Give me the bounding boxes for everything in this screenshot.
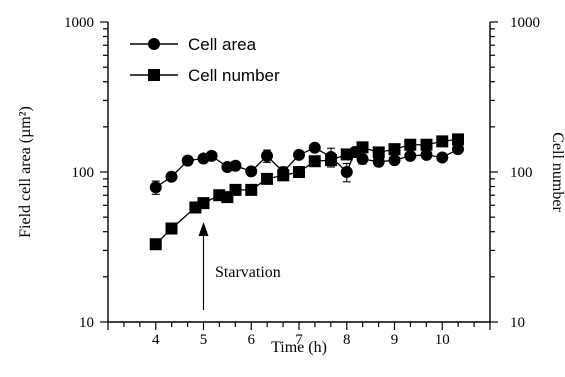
- right-y-tick-label: 100: [510, 165, 533, 181]
- data-point-cell-area: [181, 154, 194, 167]
- data-point-cell-number: [388, 143, 401, 156]
- legend: Cell area Cell number: [130, 35, 280, 85]
- data-point-cell-number: [324, 154, 337, 167]
- starvation-label: Starvation: [215, 264, 281, 281]
- starvation-arrow-head: [198, 222, 209, 236]
- data-point-cell-number: [277, 169, 290, 182]
- data-point-cell-area: [293, 148, 305, 161]
- data-point-cell-area: [165, 170, 178, 183]
- data-point-cell-number: [452, 133, 465, 146]
- data-point-cell-number: [372, 146, 385, 159]
- data-point-cell-number: [308, 155, 321, 168]
- data-point-cell-number: [356, 141, 369, 154]
- right-y-axis-label: Cell number: [549, 132, 565, 212]
- data-point-cell-number: [245, 183, 258, 196]
- x-tick-label: 4: [152, 332, 160, 348]
- starvation-annotation: Starvation: [198, 222, 281, 310]
- tick-labels: 4 5 6 7 8 9 10 10 100 1000 10 100 1000: [64, 15, 540, 348]
- data-point-cell-area: [436, 151, 449, 164]
- data-point-cell-area: [205, 149, 218, 162]
- data-point-cell-area: [149, 181, 162, 194]
- data-point-cell-area: [404, 149, 417, 162]
- data-point-cell-area: [372, 155, 385, 168]
- x-tick-label: 10: [435, 332, 450, 348]
- right-y-tick-label: 10: [510, 315, 525, 331]
- data-point-cell-number: [197, 197, 210, 210]
- left-y-tick-label: 1000: [64, 15, 94, 31]
- legend-marker-square: [148, 69, 160, 81]
- data-point-cell-area: [340, 166, 353, 178]
- data-point-cell-number: [293, 166, 305, 178]
- data-point-cell-number: [149, 238, 162, 251]
- x-tick-label: 8: [343, 332, 351, 348]
- data-point-cell-number: [420, 138, 433, 151]
- left-y-tick-label: 10: [79, 315, 94, 331]
- right-y-tick-label: 1000: [510, 15, 540, 31]
- data-point-cell-area: [308, 141, 321, 154]
- axis-ticks: [100, 21, 498, 330]
- data-point-cell-number: [404, 138, 417, 151]
- x-axis-label: Time (h): [271, 339, 327, 356]
- data-point-cell-number: [261, 172, 274, 185]
- x-tick-label: 6: [248, 332, 256, 348]
- left-y-axis-label: Field cell area (µm²): [17, 106, 34, 238]
- data-point-cell-number: [340, 148, 353, 161]
- x-tick-label: 7: [295, 332, 303, 348]
- x-tick-label: 9: [391, 332, 399, 348]
- data-point-cell-number: [436, 135, 449, 148]
- left-y-tick-label: 100: [72, 165, 95, 181]
- plot-area: [149, 133, 465, 251]
- x-tick-label: 5: [200, 332, 208, 348]
- data-point-cell-number: [165, 222, 178, 235]
- data-point-cell-area: [388, 154, 401, 167]
- data-point-cell-area: [452, 143, 465, 156]
- legend-label-cell-number: Cell number: [188, 66, 280, 85]
- data-point-cell-area: [229, 159, 242, 172]
- data-point-cell-area: [261, 149, 274, 162]
- legend-label-cell-area: Cell area: [188, 35, 257, 54]
- legend-marker-circle: [148, 38, 160, 50]
- data-point-cell-area: [420, 148, 433, 161]
- data-point-cell-area: [245, 165, 258, 178]
- data-point-cell-area: [356, 153, 369, 166]
- data-point-cell-number: [229, 183, 242, 196]
